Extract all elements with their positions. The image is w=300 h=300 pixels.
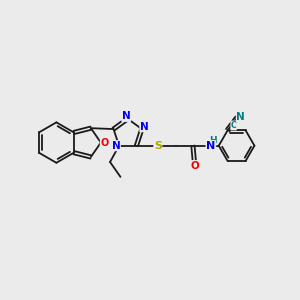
Text: S: S: [154, 141, 162, 151]
Text: N: N: [206, 141, 215, 151]
Text: N: N: [112, 141, 120, 151]
Text: O: O: [100, 138, 109, 148]
Text: C: C: [231, 121, 236, 130]
Text: H: H: [209, 136, 216, 145]
Text: N: N: [140, 122, 148, 132]
Text: O: O: [190, 160, 199, 171]
Text: N: N: [122, 111, 130, 122]
Text: N: N: [236, 112, 245, 122]
